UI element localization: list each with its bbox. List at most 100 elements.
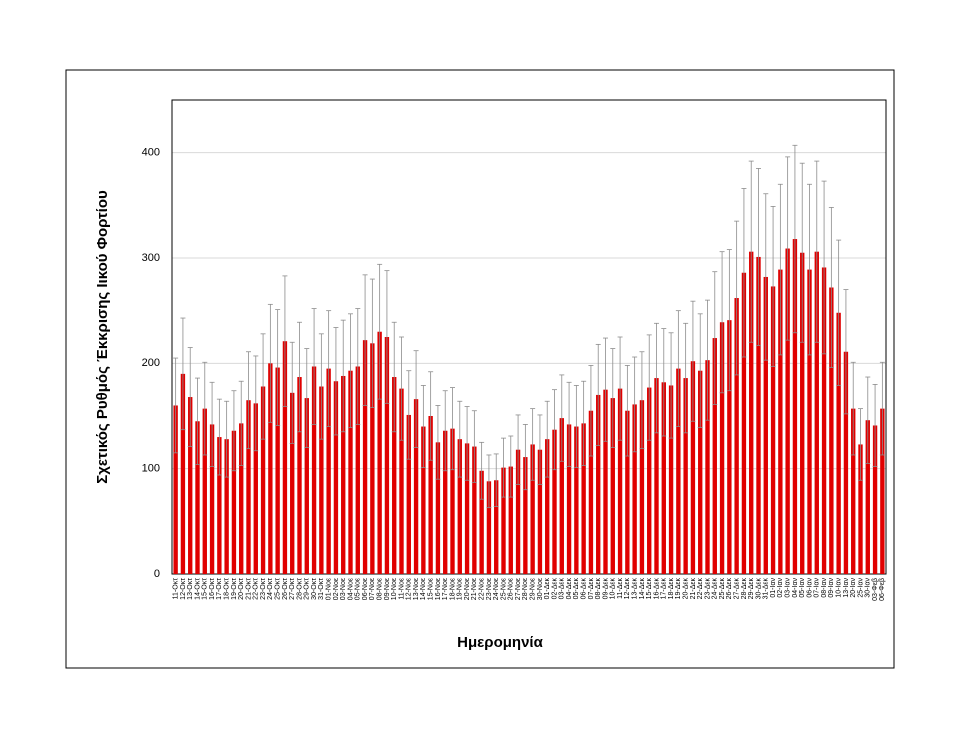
x-tick-label: 31-Οκτ [318, 578, 325, 600]
bar [756, 256, 761, 574]
x-tick-label: 28-Δεκ [741, 578, 748, 600]
bar [472, 446, 477, 574]
bar [486, 481, 492, 574]
bar [180, 373, 186, 574]
bar [843, 351, 849, 574]
bar [406, 414, 411, 574]
x-tick-label: 13-Οκτ [187, 578, 194, 600]
x-tick-label: 04-Νοε [347, 578, 354, 600]
x-tick-label: 14-Οκτ [194, 578, 201, 600]
bar [734, 298, 739, 574]
bar [800, 252, 805, 574]
x-tick-label: 26-Νοε [508, 578, 515, 600]
bar [392, 377, 397, 574]
y-tick-label: 400 [142, 147, 160, 159]
x-tick-label: 19-Οκτ [231, 578, 238, 600]
x-tick-label: 09-Δεκ [602, 578, 609, 600]
x-tick-label: 08-Δεκ [595, 578, 602, 600]
bar [690, 361, 696, 574]
x-tick-label: 12-Δεκ [624, 578, 631, 600]
x-tick-label: 12-Νοε [406, 578, 413, 600]
x-tick-label: 10-Νοε [391, 578, 398, 600]
x-tick-label: 21-Δεκ [690, 578, 697, 600]
bar [617, 388, 623, 574]
x-tick-label: 09-Νοε [384, 578, 391, 600]
bar [370, 343, 375, 574]
bar [530, 444, 535, 574]
bar [625, 410, 630, 574]
x-tick-label: 13-Ιαν [843, 578, 850, 598]
x-tick-label: 14-Νοε [420, 578, 427, 600]
x-tick-label: 11-Οκτ [172, 578, 179, 600]
bar [435, 442, 441, 574]
x-tick-label: 18-Οκτ [223, 578, 230, 600]
bar [479, 470, 484, 574]
x-tick-label: 15-Οκτ [202, 578, 209, 600]
bar [494, 480, 499, 574]
x-tick-label: 13-Δεκ [631, 578, 638, 600]
x-tick-label: 11-Δεκ [617, 578, 624, 599]
x-tick-label: 15-Δεκ [646, 578, 653, 600]
x-tick-label: 04-Δεκ [566, 578, 573, 600]
x-tick-label: 23-Νοε [486, 578, 493, 600]
x-tick-label: 02-Νοε [333, 578, 340, 600]
x-tick-label: 19-Νοε [457, 578, 464, 600]
x-tick-label: 02-Δεκ [551, 578, 558, 600]
bar [698, 370, 703, 574]
x-tick-label: 16-Νοε [435, 578, 442, 600]
y-axis-label: Σχετικός Ρυθμός Έκκρισης Ιικού Φορτίου [94, 190, 111, 484]
bar [763, 276, 768, 574]
x-tick-label: 29-Δεκ [748, 578, 755, 600]
bar [246, 400, 251, 574]
bar [574, 426, 579, 574]
x-tick-label: 20-Δεκ [682, 578, 689, 600]
x-tick-label: 02-Ιαν [777, 578, 784, 598]
x-tick-label: 14-Δεκ [639, 578, 646, 600]
x-tick-label: 13-Νοε [413, 578, 420, 600]
x-tick-label: 06-Δεκ [580, 578, 587, 600]
x-tick-label: 27-Δεκ [733, 578, 740, 600]
bar [647, 387, 652, 574]
x-tick-label: 01-Ιαν [770, 578, 777, 598]
bar [683, 378, 688, 574]
x-tick-label: 03-Ιαν [784, 578, 791, 598]
x-tick-label: 27-Νοε [515, 578, 522, 600]
bar [770, 286, 776, 574]
y-tick-label: 200 [142, 357, 160, 369]
bar [537, 449, 543, 574]
x-tick-label: 07-Δεκ [588, 578, 595, 600]
x-tick-label: 30-Νοε [537, 578, 544, 600]
bar [377, 331, 382, 574]
bar [858, 444, 863, 574]
bar [304, 398, 309, 574]
x-tick-label: 16-Οκτ [209, 578, 216, 600]
bar [807, 269, 812, 574]
x-tick-label: 21-Οκτ [245, 578, 252, 600]
x-tick-label: 09-Ιαν [828, 578, 835, 598]
x-tick-label: 25-Ιαν [857, 578, 864, 598]
bar [559, 418, 564, 574]
bar [588, 410, 594, 574]
bar [654, 378, 659, 574]
bar [741, 272, 747, 574]
x-tick-label: 05-Νοε [355, 578, 362, 600]
y-tick-label: 100 [142, 463, 160, 475]
bar [450, 428, 455, 574]
x-tick-label: 23-Οκτ [260, 578, 267, 600]
bar [632, 404, 637, 574]
bar [676, 368, 681, 574]
x-tick-label: 12-Οκτ [180, 578, 187, 600]
bar [209, 424, 215, 574]
x-tick-label: 07-Νοε [369, 578, 376, 600]
bar [188, 397, 193, 574]
frame [65, 69, 895, 669]
bar [421, 426, 426, 574]
bar [865, 420, 870, 574]
x-tick-label: 26-Δεκ [726, 578, 733, 600]
x-tick-label: 26-Οκτ [282, 578, 289, 600]
x-tick-label: 10-Δεκ [610, 578, 617, 600]
x-tick-label: 05-Δεκ [573, 578, 580, 600]
bar [239, 423, 244, 574]
bar [202, 408, 207, 574]
